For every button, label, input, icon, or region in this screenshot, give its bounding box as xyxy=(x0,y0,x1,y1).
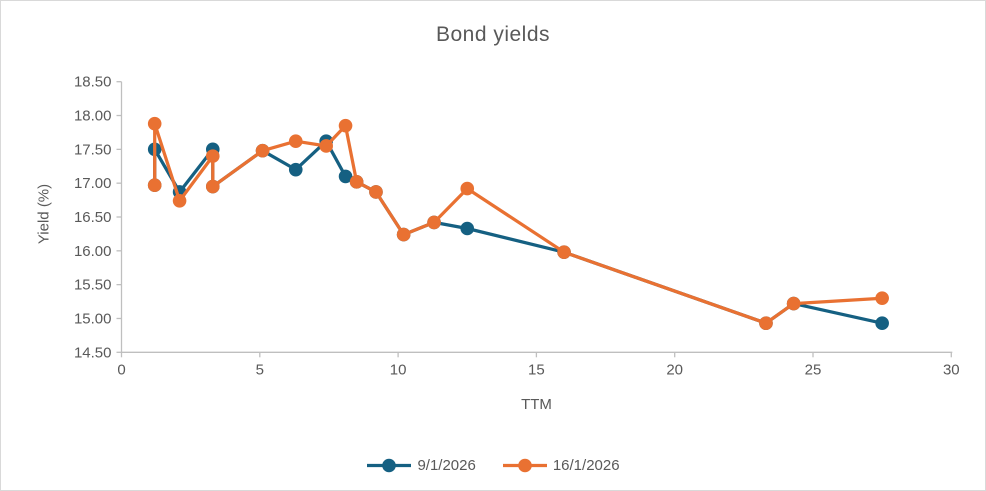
x-tick-label: 30 xyxy=(943,361,960,378)
series-1-data-point[interactable] xyxy=(349,175,364,189)
series-1-data-point[interactable] xyxy=(460,181,475,196)
x-tick-label: 25 xyxy=(805,361,822,378)
series-1-line xyxy=(153,121,884,325)
x-tick-label: 5 xyxy=(256,361,264,378)
series-1-data-point[interactable] xyxy=(205,179,220,194)
series-1-data-point[interactable] xyxy=(338,118,353,133)
series-1-data-point[interactable] xyxy=(205,149,220,163)
series-1-data-point[interactable] xyxy=(369,185,383,199)
plot-area: 18.50 18.00 17.50 17.00 16.50 16.00 15.50 15.00… xyxy=(74,74,960,379)
series-1-data-point[interactable] xyxy=(396,227,411,242)
series-0-data-point[interactable] xyxy=(288,162,303,177)
y-tick-label: 18.50 xyxy=(74,74,112,91)
y-tick-label: 14.50 xyxy=(74,344,112,361)
y-tick-label: 15.00 xyxy=(74,310,112,327)
y-axis-title: Yield (%) xyxy=(35,183,53,245)
legend-marker-series-1 xyxy=(502,458,547,473)
x-axis-title: TTM xyxy=(521,396,552,413)
legend-label-series-1: 16/1/2026 xyxy=(552,457,620,474)
x-tick-label: 20 xyxy=(666,361,683,378)
series-1-data-point[interactable] xyxy=(147,178,162,193)
series-1-data-point[interactable] xyxy=(557,245,571,259)
y-tick-label: 18.00 xyxy=(74,108,112,125)
y-tick-label: 15.50 xyxy=(74,277,112,294)
series-1-data-point[interactable] xyxy=(759,316,773,331)
x-tick-label: 15 xyxy=(528,361,545,378)
series-0-data-point[interactable] xyxy=(460,221,475,236)
y-tick-label: 16.50 xyxy=(74,209,112,226)
y-tick-label: 17.50 xyxy=(74,141,112,158)
series-1-data-point[interactable] xyxy=(147,116,162,131)
legend-marker-series-0 xyxy=(367,458,412,473)
chart-title: Bond yields xyxy=(435,23,551,46)
series-0-data-point[interactable] xyxy=(875,316,889,331)
series-1-data-point[interactable] xyxy=(786,296,801,311)
series-1-data-point[interactable] xyxy=(172,193,187,208)
series-1-data-point[interactable] xyxy=(427,215,441,230)
series-1-data-point[interactable] xyxy=(319,139,333,153)
legend-item-series-1[interactable]: 16/1/2026 xyxy=(502,457,620,474)
series-0-line xyxy=(153,139,884,325)
series-1-data-point[interactable] xyxy=(288,134,303,149)
series-1-data-point[interactable] xyxy=(875,291,889,305)
x-tick-label: 0 xyxy=(117,361,125,378)
legend-label-series-0: 9/1/2026 xyxy=(417,457,476,474)
legend-item-series-0[interactable]: 9/1/2026 xyxy=(366,457,476,474)
legend: 9/1/2026 16/1/2026 xyxy=(1,457,985,474)
y-tick-label: 16.00 xyxy=(74,243,112,260)
series-0-data-point[interactable] xyxy=(338,169,353,184)
y-tick-label: 17.00 xyxy=(74,175,112,192)
series-1-data-point[interactable] xyxy=(255,143,270,158)
x-tick-label: 10 xyxy=(390,361,407,378)
